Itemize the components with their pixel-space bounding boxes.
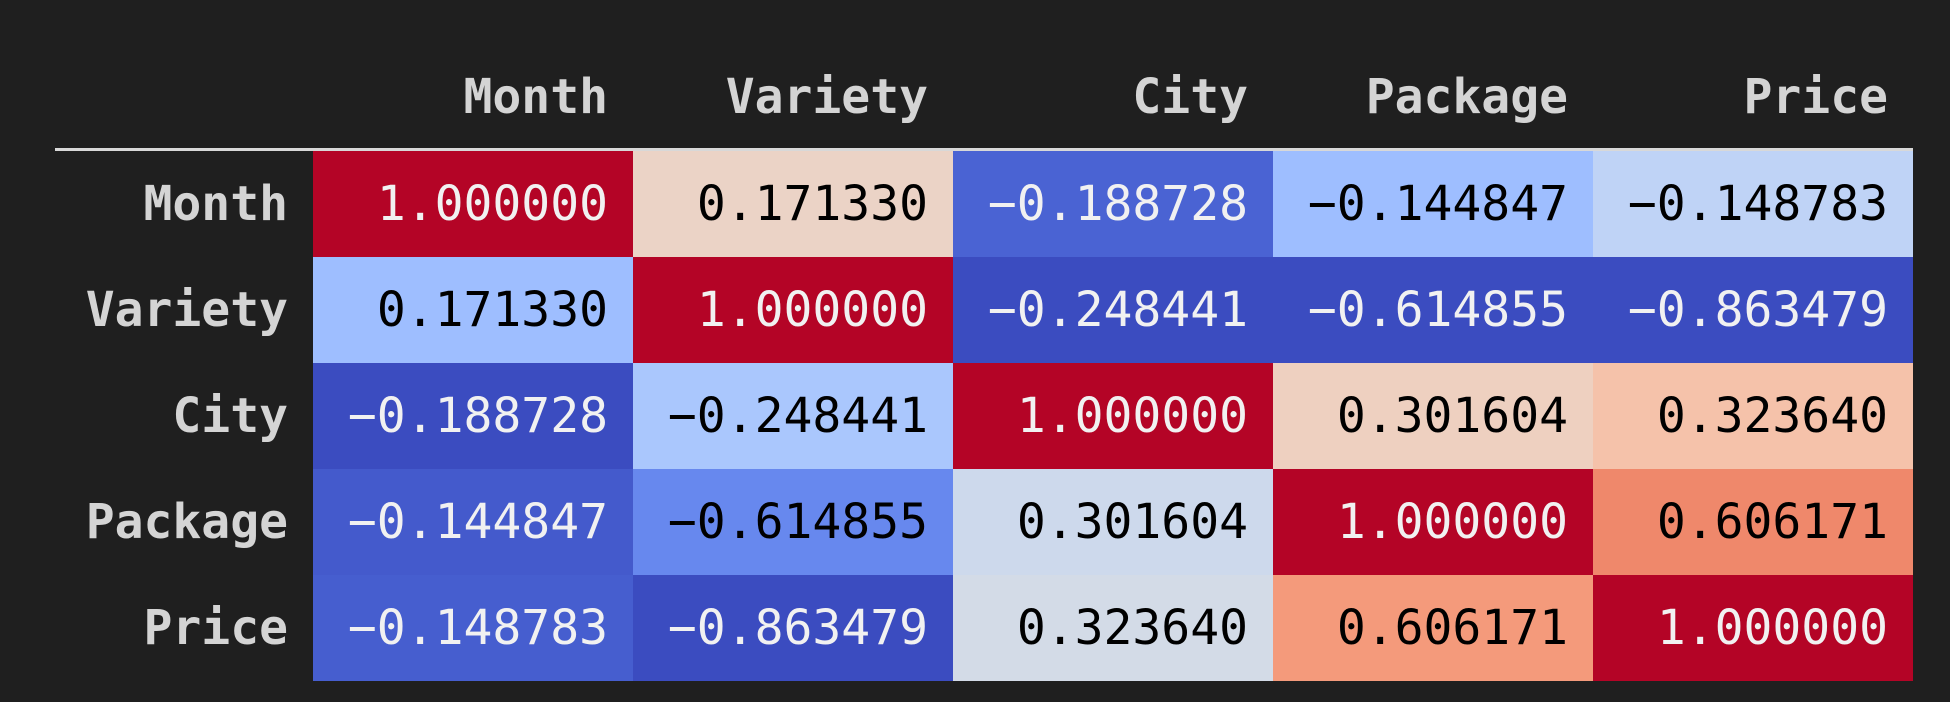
column-header: Package: [1273, 45, 1593, 151]
row-header: Package: [85, 494, 288, 550]
row-header: City: [172, 388, 288, 444]
row-header: Month: [143, 176, 289, 232]
correlation-cell: 1.000000: [313, 149, 633, 257]
correlation-cell: −0.144847: [1273, 149, 1593, 257]
table-row: City −0.188728 −0.248441 1.000000 0.301604 0.…: [55, 363, 1913, 469]
correlation-cell: −0.248441: [953, 257, 1273, 363]
correlation-cell: 0.323640: [953, 575, 1273, 681]
correlation-cell: −0.188728: [313, 363, 633, 469]
row-header: Variety: [85, 282, 288, 338]
correlation-cell: −0.863479: [1593, 257, 1913, 363]
column-header: Month: [313, 45, 633, 151]
correlation-cell: 0.171330: [633, 149, 953, 257]
table-row: Package −0.144847 −0.614855 0.301604 1.00000…: [55, 469, 1913, 575]
column-header: City: [953, 45, 1273, 151]
correlation-cell: −0.863479: [633, 575, 953, 681]
correlation-cell: 0.323640: [1593, 363, 1913, 469]
correlation-cell: −0.614855: [1273, 257, 1593, 363]
correlation-cell: −0.248441: [633, 363, 953, 469]
correlation-cell: −0.148783: [1593, 149, 1913, 257]
table-row: Variety 0.171330 1.000000 −0.248441 −0.61485…: [55, 257, 1913, 363]
correlation-cell: 1.000000: [1593, 575, 1913, 681]
table-row: Price −0.148783 −0.863479 0.323640 0.606171 1…: [55, 575, 1913, 681]
row-header: Price: [143, 600, 289, 656]
correlation-cell: −0.144847: [313, 469, 633, 575]
correlation-cell: 1.000000: [633, 257, 953, 363]
correlation-cell: 0.301604: [1273, 363, 1593, 469]
correlation-cell: 0.171330: [313, 257, 633, 363]
column-header: Price: [1593, 45, 1913, 151]
correlation-cell: 1.000000: [1273, 469, 1593, 575]
column-header: Variety: [633, 45, 953, 151]
correlation-cell: −0.148783: [313, 575, 633, 681]
correlation-cell: −0.614855: [633, 469, 953, 575]
correlation-cell: 0.301604: [953, 469, 1273, 575]
corner-cell: [55, 45, 313, 151]
header-row: Month Variety City Package Price: [55, 45, 1913, 151]
correlation-cell: −0.188728: [953, 149, 1273, 257]
correlation-cell: 1.000000: [953, 363, 1273, 469]
correlation-cell: 0.606171: [1273, 575, 1593, 681]
table-row: Month 1.000000 0.171330 −0.188728 −0.144847−…: [55, 149, 1913, 257]
correlation-cell: 0.606171: [1593, 469, 1913, 575]
correlation-table: Month Variety City Package Price Month 1.…: [55, 45, 1913, 681]
